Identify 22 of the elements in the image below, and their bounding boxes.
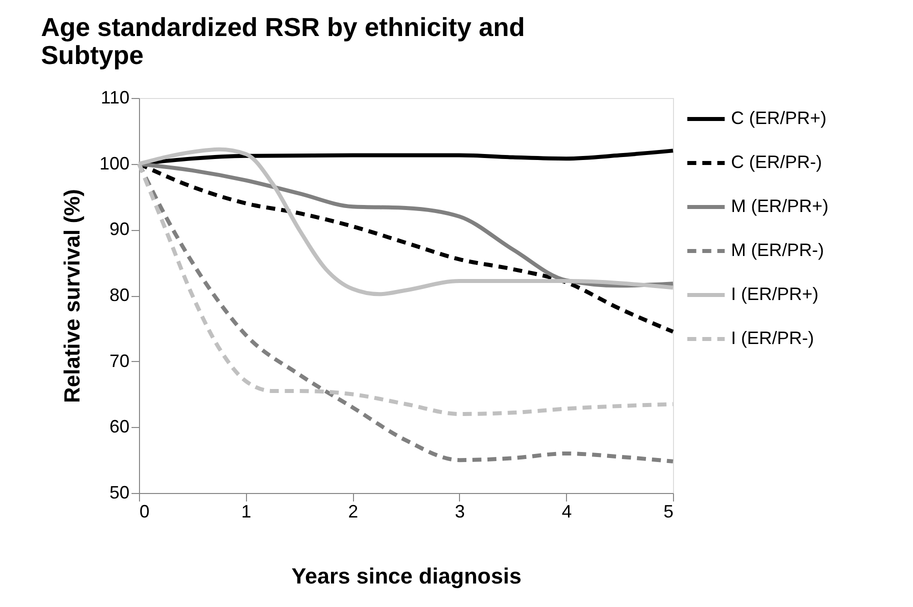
legend-label: M (ER/PR-): [731, 240, 824, 260]
legend-label: I (ER/PR+): [731, 284, 819, 304]
chart-title: Age standardized RSR by ethnicity and Subtype: [40, 12, 525, 70]
y-tick-label: 60: [109, 416, 130, 437]
x-tick-label: 4: [562, 502, 572, 522]
y-axis-title: Relative survival (%): [59, 189, 84, 403]
legend-label: M (ER/PR+): [731, 196, 829, 216]
y-tick-label: 100: [99, 153, 130, 174]
y-tick-label: 80: [109, 285, 130, 305]
y-tick-label: 110: [100, 88, 130, 108]
x-tick-label: 2: [348, 502, 358, 522]
x-tick-label: 0: [140, 502, 150, 522]
y-tick-label: 70: [109, 350, 130, 371]
x-tick-label: 5: [663, 502, 674, 522]
y-tick-label: 90: [109, 219, 130, 240]
legend-label: C (ER/PR-): [731, 152, 822, 172]
y-tick-label: 50: [109, 482, 130, 502]
legend-label: C (ER/PR+): [731, 108, 827, 128]
x-tick-label: 3: [454, 502, 465, 522]
x-axis-title: Years since diagnosis: [292, 564, 522, 588]
legend-label: I (ER/PR-): [731, 328, 814, 348]
x-tick-label: 1: [241, 502, 252, 522]
